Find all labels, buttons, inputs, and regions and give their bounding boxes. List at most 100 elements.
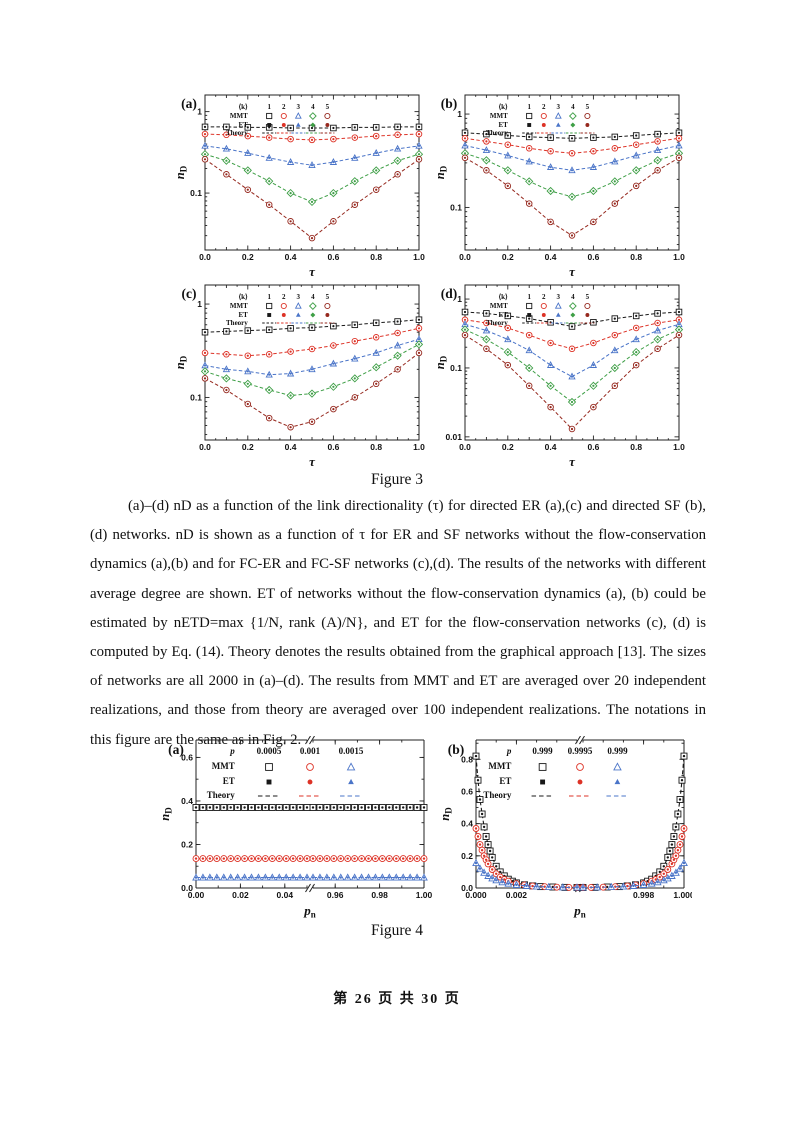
svg-text:1: 1	[457, 109, 462, 119]
svg-text:0.4: 0.4	[461, 819, 473, 829]
svg-text:τ: τ	[309, 454, 316, 469]
svg-text:4: 4	[571, 103, 575, 111]
svg-text:1.0: 1.0	[413, 442, 425, 452]
svg-text:(b): (b)	[441, 96, 458, 111]
svg-text:0.0: 0.0	[459, 252, 471, 262]
svg-text:5: 5	[326, 103, 330, 111]
svg-text:0.00: 0.00	[188, 890, 205, 900]
svg-text:1: 1	[457, 294, 462, 304]
svg-text:1: 1	[527, 103, 531, 111]
svg-text:(a): (a)	[181, 96, 197, 111]
svg-text:0.1: 0.1	[450, 363, 462, 373]
svg-text:0.0: 0.0	[459, 442, 471, 452]
svg-text:nD: nD	[175, 165, 189, 179]
svg-text:Theory: Theory	[486, 319, 508, 327]
svg-text:0.2: 0.2	[461, 851, 473, 861]
svg-text:4: 4	[571, 293, 575, 301]
svg-text:⟨k⟩: ⟨k⟩	[238, 103, 248, 111]
figure4-panel-b: 0.000 0.002 0.998 1.000 0.0 0.2 0.4 0.6 0.8 p 0.99…	[440, 736, 692, 918]
svg-text:0.001: 0.001	[300, 746, 321, 756]
svg-text:0.4: 0.4	[181, 796, 193, 806]
svg-text:0.4: 0.4	[285, 252, 297, 262]
svg-text:nD: nD	[440, 807, 454, 821]
svg-text:Theory: Theory	[207, 790, 235, 800]
figure3-panel-b: 0.0 0.2 0.4 0.6 0.8 1.0 0.1 1 ⟨k⟩ 1 2 3 4 5 MMTETTheor…	[435, 94, 685, 279]
figure3-panel-a: 0.0 0.2 0.4 0.6 0.8 1.0 0.1 1 ⟨k⟩ 1 2 3 4 5 MMTETTheor…	[175, 94, 425, 279]
svg-text:0.8: 0.8	[370, 442, 382, 452]
figure3-caption: Figure 3	[370, 471, 424, 488]
svg-text:1: 1	[267, 293, 271, 301]
svg-text:1: 1	[197, 107, 202, 117]
svg-text:MMT: MMT	[230, 112, 248, 120]
svg-text:MMT: MMT	[230, 302, 248, 310]
svg-text:1: 1	[527, 293, 531, 301]
svg-text:0.2: 0.2	[181, 839, 193, 849]
svg-text:p: p	[506, 746, 512, 756]
svg-text:pn: pn	[573, 903, 586, 918]
svg-text:τ: τ	[309, 264, 316, 279]
svg-text:0.0: 0.0	[461, 883, 473, 893]
svg-text:(d): (d)	[441, 286, 458, 301]
svg-text:3: 3	[297, 293, 301, 301]
svg-text:0.000: 0.000	[465, 890, 487, 900]
figure3-caption-text: (a)–(d) nD as a function of the link dir…	[90, 498, 706, 748]
svg-text:1.0: 1.0	[673, 442, 685, 452]
svg-text:5: 5	[586, 293, 590, 301]
svg-text:0.98: 0.98	[371, 890, 388, 900]
svg-text:0.6: 0.6	[181, 752, 193, 762]
svg-text:Theory: Theory	[226, 319, 248, 327]
svg-text:Theory: Theory	[486, 129, 508, 137]
svg-text:3: 3	[297, 103, 301, 111]
svg-text:0.6: 0.6	[461, 786, 473, 796]
figure3-panel-d: 0.0 0.2 0.4 0.6 0.8 1.0 0.01 0.1 1 ⟨k⟩ 1 2 3 4 5 MMTETT…	[435, 284, 685, 469]
svg-text:(c): (c)	[182, 286, 197, 301]
svg-text:5: 5	[326, 293, 330, 301]
svg-text:0.0015: 0.0015	[339, 746, 364, 756]
svg-text:0.6: 0.6	[327, 442, 339, 452]
svg-text:0.8: 0.8	[370, 252, 382, 262]
svg-text:nD: nD	[435, 355, 449, 369]
svg-text:ET: ET	[499, 776, 511, 786]
svg-text:0.999: 0.999	[532, 746, 553, 756]
svg-text:0.01: 0.01	[445, 432, 462, 442]
svg-text:0.2: 0.2	[502, 442, 514, 452]
svg-text:2: 2	[282, 103, 286, 111]
svg-text:⟨k⟩: ⟨k⟩	[498, 103, 508, 111]
svg-text:0.1: 0.1	[190, 392, 202, 402]
svg-text:0.998: 0.998	[633, 890, 655, 900]
figure3-panel-c: 0.0 0.2 0.4 0.6 0.8 1.0 0.1 1 ⟨k⟩ 1 2 3 4 5 MMTETTheor…	[175, 284, 425, 469]
svg-text:τ: τ	[569, 264, 576, 279]
svg-text:2: 2	[282, 293, 286, 301]
svg-text:ET: ET	[223, 776, 235, 786]
svg-text:2: 2	[542, 103, 546, 111]
svg-text:4: 4	[311, 293, 315, 301]
svg-text:0.04: 0.04	[277, 890, 294, 900]
svg-text:0.2: 0.2	[242, 442, 254, 452]
svg-text:MMT: MMT	[490, 112, 508, 120]
svg-text:0.9995: 0.9995	[568, 746, 593, 756]
svg-text:0.4: 0.4	[285, 442, 297, 452]
svg-text:1: 1	[197, 299, 202, 309]
svg-text:0.6: 0.6	[587, 252, 599, 262]
svg-text:0.0005: 0.0005	[257, 746, 282, 756]
svg-text:0.02: 0.02	[232, 890, 249, 900]
svg-text:0.0: 0.0	[199, 252, 211, 262]
svg-text:1: 1	[267, 103, 271, 111]
svg-text:0.6: 0.6	[587, 442, 599, 452]
svg-text:ET: ET	[238, 311, 248, 319]
svg-text:p: p	[229, 746, 235, 756]
svg-text:1.00: 1.00	[416, 890, 432, 900]
svg-text:0.8: 0.8	[630, 252, 642, 262]
svg-text:⟨k⟩: ⟨k⟩	[498, 293, 508, 301]
svg-text:0.8: 0.8	[630, 442, 642, 452]
svg-text:0.2: 0.2	[502, 252, 514, 262]
svg-text:Theory: Theory	[483, 790, 511, 800]
svg-text:5: 5	[586, 103, 590, 111]
svg-text:0.2: 0.2	[242, 252, 254, 262]
svg-text:ET: ET	[238, 121, 248, 129]
svg-text:0.999: 0.999	[607, 746, 628, 756]
svg-text:0.002: 0.002	[506, 890, 528, 900]
svg-text:0.8: 0.8	[461, 754, 473, 764]
svg-text:(b): (b)	[448, 742, 465, 757]
